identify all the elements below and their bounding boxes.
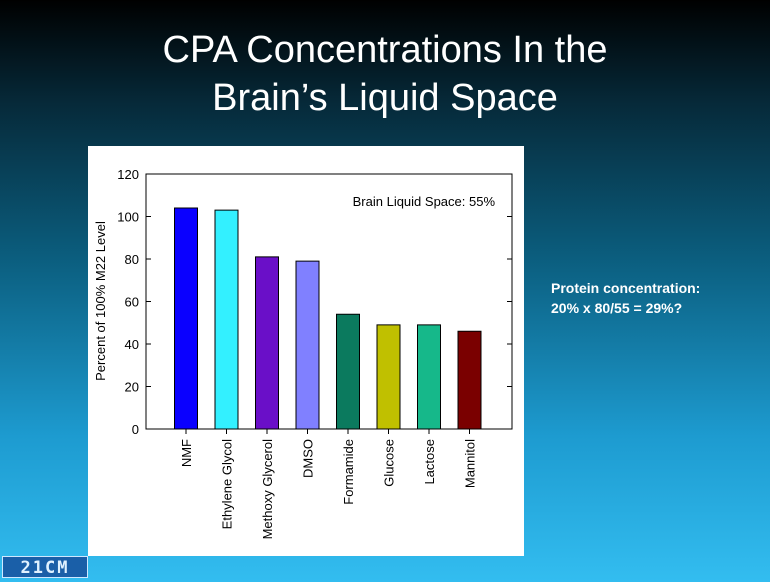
y-tick-label: 100 — [117, 210, 139, 225]
x-tick-label: NMF — [179, 439, 194, 467]
y-tick-label: 0 — [132, 422, 139, 437]
x-tick-label: DMSO — [301, 439, 316, 478]
x-tick-label: Lactose — [422, 439, 437, 485]
protein-annotation-line-1: Protein concentration: — [551, 280, 701, 296]
y-axis-label: Percent of 100% M22 Level — [93, 221, 108, 381]
x-tick-label: Formamide — [341, 439, 356, 505]
y-tick-label: 60 — [125, 295, 139, 310]
x-tick-label: Methoxy Glycerol — [260, 439, 275, 540]
bar — [255, 256, 279, 430]
bar-chart: Percent of 100% M22 Level Brain Liquid S… — [93, 167, 513, 540]
bar — [174, 207, 198, 430]
y-tick-label: 120 — [117, 167, 139, 182]
logo: 21CM — [2, 556, 88, 578]
protein-annotation: Protein concentration: 20% x 80/55 = 29%… — [551, 278, 700, 318]
slide-title: CPA Concentrations In the Brain’s Liquid… — [0, 26, 770, 122]
plot-frame — [145, 173, 513, 430]
y-tick-label: 80 — [125, 252, 139, 267]
y-tick-label: 20 — [125, 380, 139, 395]
bar — [214, 209, 239, 430]
bar — [457, 330, 482, 430]
bar — [417, 324, 441, 430]
y-tick-label: 40 — [125, 337, 139, 352]
x-tick-label: Mannitol — [463, 439, 478, 488]
chart-panel: Percent of 100% M22 Level Brain Liquid S… — [88, 146, 524, 556]
bar — [336, 313, 360, 430]
slide-title-line-2: Brain’s Liquid Space — [212, 77, 558, 119]
x-tick-label: Ethylene Glycol — [220, 439, 235, 529]
x-tick-label: Glucose — [382, 439, 397, 487]
slide-title-line-1: CPA Concentrations In the — [162, 29, 608, 71]
bar — [295, 260, 320, 430]
bar — [376, 324, 401, 430]
protein-annotation-line-2: 20% x 80/55 = 29%? — [551, 300, 683, 316]
chart-annotation: Brain Liquid Space: 55% — [353, 194, 496, 209]
